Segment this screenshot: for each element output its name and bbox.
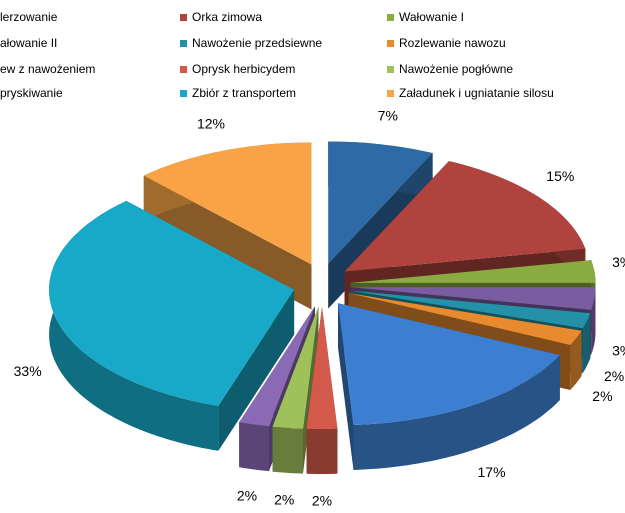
legend-label: lerzowanie xyxy=(0,10,58,24)
data-label: 15% xyxy=(546,168,574,184)
slice-top xyxy=(49,200,295,406)
legend-swatch xyxy=(180,14,187,21)
slice xyxy=(49,200,295,451)
slice-top xyxy=(143,142,312,265)
legend-swatch xyxy=(387,66,394,73)
slice-side xyxy=(338,303,354,470)
slice-side xyxy=(143,175,312,310)
legend-swatch xyxy=(387,14,394,21)
slice-wall xyxy=(353,355,560,470)
slice-wall xyxy=(591,287,596,355)
data-label: 3% xyxy=(612,342,625,358)
legend-label: ałowanie II xyxy=(0,36,57,50)
data-label: 2% xyxy=(274,491,294,507)
legend-label: Zbiór z transportem xyxy=(192,86,296,100)
slice xyxy=(306,307,338,474)
slice-wall xyxy=(582,313,591,374)
legend-swatch xyxy=(387,90,394,97)
data-label: 17% xyxy=(478,464,506,480)
legend-swatch xyxy=(387,40,394,47)
slice-top xyxy=(306,307,338,429)
slice-top xyxy=(344,161,586,272)
data-label: 33% xyxy=(14,363,42,379)
legend-label: Rozlewanie nawozu xyxy=(399,36,506,50)
slice-top xyxy=(272,306,319,429)
legend-label: pryskiwanie xyxy=(0,86,63,100)
legend-label: Wałowanie I xyxy=(399,10,464,24)
legend-label: Orka zimowa xyxy=(192,10,262,24)
data-label: 2% xyxy=(312,493,332,509)
legend-swatch xyxy=(180,90,187,97)
data-label: 2% xyxy=(237,487,257,503)
slice-side xyxy=(218,289,295,451)
legend-swatch xyxy=(180,66,187,73)
slice-wall xyxy=(570,330,582,390)
slice-top xyxy=(350,287,596,310)
data-label: 7% xyxy=(378,108,398,124)
legend-label: Nawożenie przedsiewne xyxy=(192,36,322,50)
data-label: 12% xyxy=(197,115,225,131)
slice-top xyxy=(350,260,596,283)
legend-label: Załadunek i ugniatanie silosu xyxy=(399,86,554,100)
data-label: 2% xyxy=(604,368,624,384)
legend-label: ew z nawożeniem xyxy=(0,62,95,76)
slice-wall xyxy=(306,428,338,474)
slice-top xyxy=(349,290,591,329)
slice-wall xyxy=(239,422,269,472)
slice-top xyxy=(239,306,315,427)
data-label: 2% xyxy=(592,388,612,404)
slice-top xyxy=(338,303,560,425)
slice xyxy=(338,303,560,470)
legend-swatch xyxy=(180,40,187,47)
slice-top xyxy=(348,293,582,345)
data-label: 3% xyxy=(612,254,625,270)
legend-label: Nawożenie pogłówne xyxy=(399,62,513,76)
slice-wall xyxy=(272,426,303,474)
slice xyxy=(143,142,312,310)
legend-label: Oprysk herbicydem xyxy=(192,62,295,76)
slice-top xyxy=(328,141,433,264)
